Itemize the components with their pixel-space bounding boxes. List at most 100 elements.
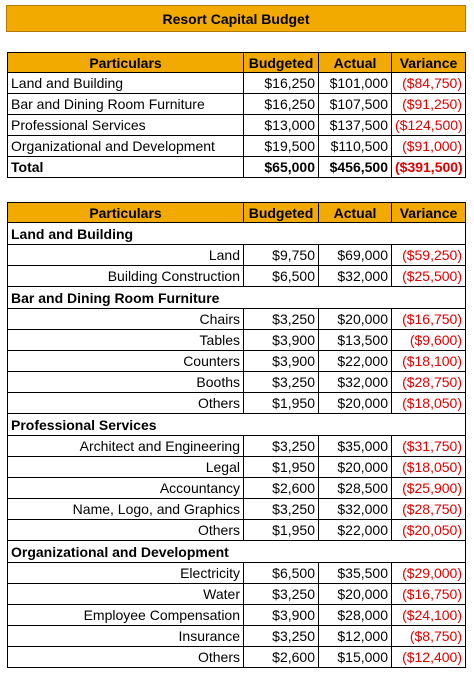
table-row: Water $3,250 $20,000 ($16,750) bbox=[7, 583, 466, 605]
actual-cell: $32,000 bbox=[318, 371, 392, 393]
header-actual: Actual bbox=[318, 202, 392, 223]
row-label: Tables bbox=[7, 329, 244, 351]
row-label: Insurance bbox=[7, 625, 244, 647]
section-header: Bar and Dining Room Furniture bbox=[7, 286, 466, 309]
actual-cell: $101,000 bbox=[318, 72, 392, 94]
actual-cell: $107,500 bbox=[318, 93, 392, 115]
row-label: Name, Logo, and Graphics bbox=[7, 498, 244, 520]
detail-table: Particulars Budgeted Actual Variance Lan… bbox=[7, 202, 466, 668]
variance-cell: ($24,100) bbox=[391, 604, 466, 626]
variance-cell: ($28,750) bbox=[391, 371, 466, 393]
budgeted-cell: $6,500 bbox=[243, 265, 319, 287]
variance-cell: ($20,050) bbox=[391, 519, 466, 541]
detail-header-row: Particulars Budgeted Actual Variance bbox=[7, 202, 466, 223]
section-header: Organizational and Development bbox=[7, 540, 466, 563]
total-budgeted: $65,000 bbox=[243, 156, 319, 178]
budgeted-cell: $3,250 bbox=[243, 625, 319, 647]
section-title: Land and Building bbox=[7, 222, 466, 245]
actual-cell: $20,000 bbox=[318, 308, 392, 330]
actual-cell: $32,000 bbox=[318, 498, 392, 520]
row-label: Others bbox=[7, 646, 244, 668]
header-variance: Variance bbox=[391, 202, 466, 223]
table-row: Employee Compensation $3,900 $28,000 ($2… bbox=[7, 604, 466, 626]
variance-cell: ($29,000) bbox=[391, 562, 466, 584]
variance-cell: ($8,750) bbox=[391, 625, 466, 647]
section-header: Professional Services bbox=[7, 413, 466, 436]
budgeted-cell: $3,250 bbox=[243, 498, 319, 520]
variance-cell: ($12,400) bbox=[391, 646, 466, 668]
row-label: Others bbox=[7, 392, 244, 414]
total-label: Total bbox=[7, 156, 244, 178]
variance-cell: ($59,250) bbox=[391, 244, 466, 266]
table-row: Land and Building $16,250 $101,000 ($84,… bbox=[7, 72, 466, 94]
header-actual: Actual bbox=[318, 52, 392, 73]
actual-cell: $69,000 bbox=[318, 244, 392, 266]
actual-cell: $15,000 bbox=[318, 646, 392, 668]
row-label: Employee Compensation bbox=[7, 604, 244, 626]
variance-cell: ($91,250) bbox=[391, 93, 466, 115]
variance-cell: ($28,750) bbox=[391, 498, 466, 520]
variance-cell: ($25,900) bbox=[391, 477, 466, 499]
variance-cell: ($18,050) bbox=[391, 456, 466, 478]
row-label: Counters bbox=[7, 350, 244, 372]
budgeted-cell: $3,250 bbox=[243, 308, 319, 330]
budgeted-cell: $3,900 bbox=[243, 604, 319, 626]
section-header: Land and Building bbox=[7, 222, 466, 245]
row-label: Building Construction bbox=[7, 265, 244, 287]
table-row: Electricity $6,500 $35,500 ($29,000) bbox=[7, 562, 466, 584]
table-row: Bar and Dining Room Furniture $16,250 $1… bbox=[7, 93, 466, 115]
budgeted-cell: $3,250 bbox=[243, 435, 319, 457]
summary-table: Particulars Budgeted Actual Variance Lan… bbox=[7, 52, 466, 178]
budgeted-cell: $16,250 bbox=[243, 72, 319, 94]
variance-cell: ($16,750) bbox=[391, 583, 466, 605]
row-label: Others bbox=[7, 519, 244, 541]
header-variance: Variance bbox=[391, 52, 466, 73]
variance-cell: ($18,100) bbox=[391, 350, 466, 372]
section-title: Bar and Dining Room Furniture bbox=[7, 286, 466, 309]
budgeted-cell: $3,250 bbox=[243, 371, 319, 393]
total-variance: ($391,500) bbox=[391, 156, 466, 178]
actual-cell: $137,500 bbox=[318, 114, 392, 136]
table-row: Accountancy $2,600 $28,500 ($25,900) bbox=[7, 477, 466, 499]
table-row: Booths $3,250 $32,000 ($28,750) bbox=[7, 371, 466, 393]
variance-cell: ($31,750) bbox=[391, 435, 466, 457]
actual-cell: $35,500 bbox=[318, 562, 392, 584]
row-label: Accountancy bbox=[7, 477, 244, 499]
summary-header-row: Particulars Budgeted Actual Variance bbox=[7, 52, 466, 73]
actual-cell: $20,000 bbox=[318, 583, 392, 605]
budgeted-cell: $6,500 bbox=[243, 562, 319, 584]
row-label: Bar and Dining Room Furniture bbox=[7, 93, 244, 115]
header-particulars: Particulars bbox=[7, 202, 244, 223]
actual-cell: $20,000 bbox=[318, 456, 392, 478]
actual-cell: $20,000 bbox=[318, 392, 392, 414]
actual-cell: $12,000 bbox=[318, 625, 392, 647]
total-row: Total $65,000 $456,500 ($391,500) bbox=[7, 156, 466, 178]
sheet-title: Resort Capital Budget bbox=[6, 5, 466, 32]
table-row: Professional Services $13,000 $137,500 (… bbox=[7, 114, 466, 136]
table-row: Others $1,950 $22,000 ($20,050) bbox=[7, 519, 466, 541]
row-label: Chairs bbox=[7, 308, 244, 330]
row-label: Professional Services bbox=[7, 114, 244, 136]
actual-cell: $22,000 bbox=[318, 350, 392, 372]
budgeted-cell: $2,600 bbox=[243, 477, 319, 499]
table-row: Organizational and Development $19,500 $… bbox=[7, 135, 466, 157]
table-row: Name, Logo, and Graphics $3,250 $32,000 … bbox=[7, 498, 466, 520]
header-budgeted: Budgeted bbox=[243, 52, 319, 73]
actual-cell: $22,000 bbox=[318, 519, 392, 541]
budgeted-cell: $13,000 bbox=[243, 114, 319, 136]
budgeted-cell: $2,600 bbox=[243, 646, 319, 668]
actual-cell: $32,000 bbox=[318, 265, 392, 287]
budgeted-cell: $1,950 bbox=[243, 456, 319, 478]
budgeted-cell: $16,250 bbox=[243, 93, 319, 115]
variance-cell: ($16,750) bbox=[391, 308, 466, 330]
budgeted-cell: $3,900 bbox=[243, 329, 319, 351]
table-row: Others $2,600 $15,000 ($12,400) bbox=[7, 646, 466, 668]
actual-cell: $13,500 bbox=[318, 329, 392, 351]
row-label: Architect and Engineering bbox=[7, 435, 244, 457]
budgeted-cell: $3,250 bbox=[243, 583, 319, 605]
variance-cell: ($9,600) bbox=[391, 329, 466, 351]
table-row: Chairs $3,250 $20,000 ($16,750) bbox=[7, 308, 466, 330]
row-label: Water bbox=[7, 583, 244, 605]
header-budgeted: Budgeted bbox=[243, 202, 319, 223]
total-actual: $456,500 bbox=[318, 156, 392, 178]
